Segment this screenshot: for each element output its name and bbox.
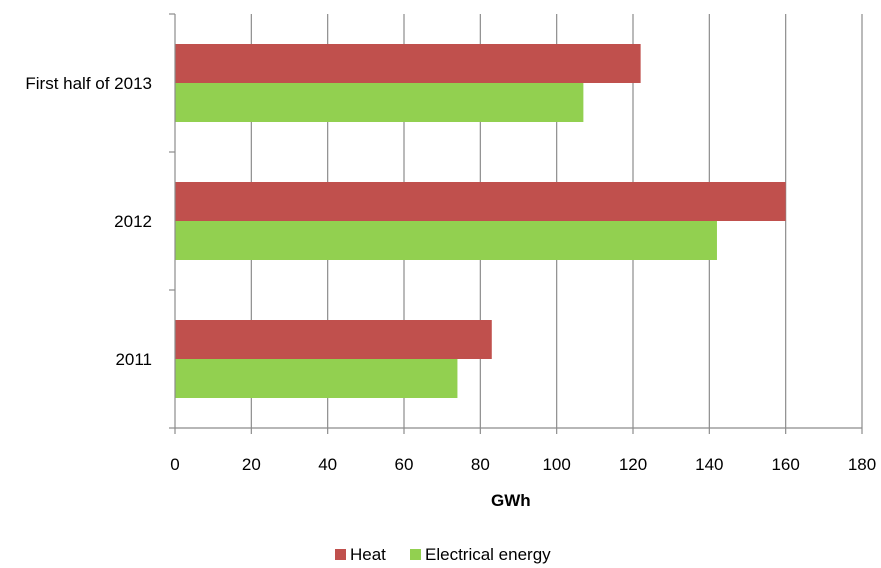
x-tick-labels: 0 20 40 60 80 100 120 140 160 180 xyxy=(170,455,876,474)
legend-label: Heat xyxy=(350,545,386,564)
bar-electrical-energy-2012 xyxy=(175,221,717,260)
axes xyxy=(169,13,863,434)
bar-heat-2011 xyxy=(175,320,492,359)
legend-swatch xyxy=(335,549,346,560)
x-tick-label: 160 xyxy=(771,455,799,474)
category-label: 2012 xyxy=(114,212,152,231)
x-tick-label: 120 xyxy=(619,455,647,474)
x-tick-label: 60 xyxy=(395,455,414,474)
legend: Heat Electrical energy xyxy=(335,545,551,564)
bar-heat-first-half-of-2013 xyxy=(175,44,641,83)
bars xyxy=(175,44,786,398)
x-tick-label: 140 xyxy=(695,455,723,474)
x-axis-title: GWh xyxy=(491,491,531,510)
bar-electrical-energy-2011 xyxy=(175,359,458,398)
bar-heat-2012 xyxy=(175,182,786,221)
category-label: 2011 xyxy=(115,350,152,369)
x-tick-label: 180 xyxy=(848,455,876,474)
x-tick-label: 20 xyxy=(242,455,261,474)
x-tick-label: 0 xyxy=(170,455,179,474)
category-labels: 2011 2012 First half of 2013 xyxy=(25,74,152,369)
legend-label: Electrical energy xyxy=(425,545,551,564)
category-label: First half of 2013 xyxy=(25,74,152,93)
x-tick-label: 100 xyxy=(542,455,570,474)
x-tick-label: 40 xyxy=(318,455,337,474)
legend-swatch xyxy=(410,549,421,560)
x-tick-label: 80 xyxy=(471,455,490,474)
bar-electrical-energy-first-half-of-2013 xyxy=(175,83,584,122)
